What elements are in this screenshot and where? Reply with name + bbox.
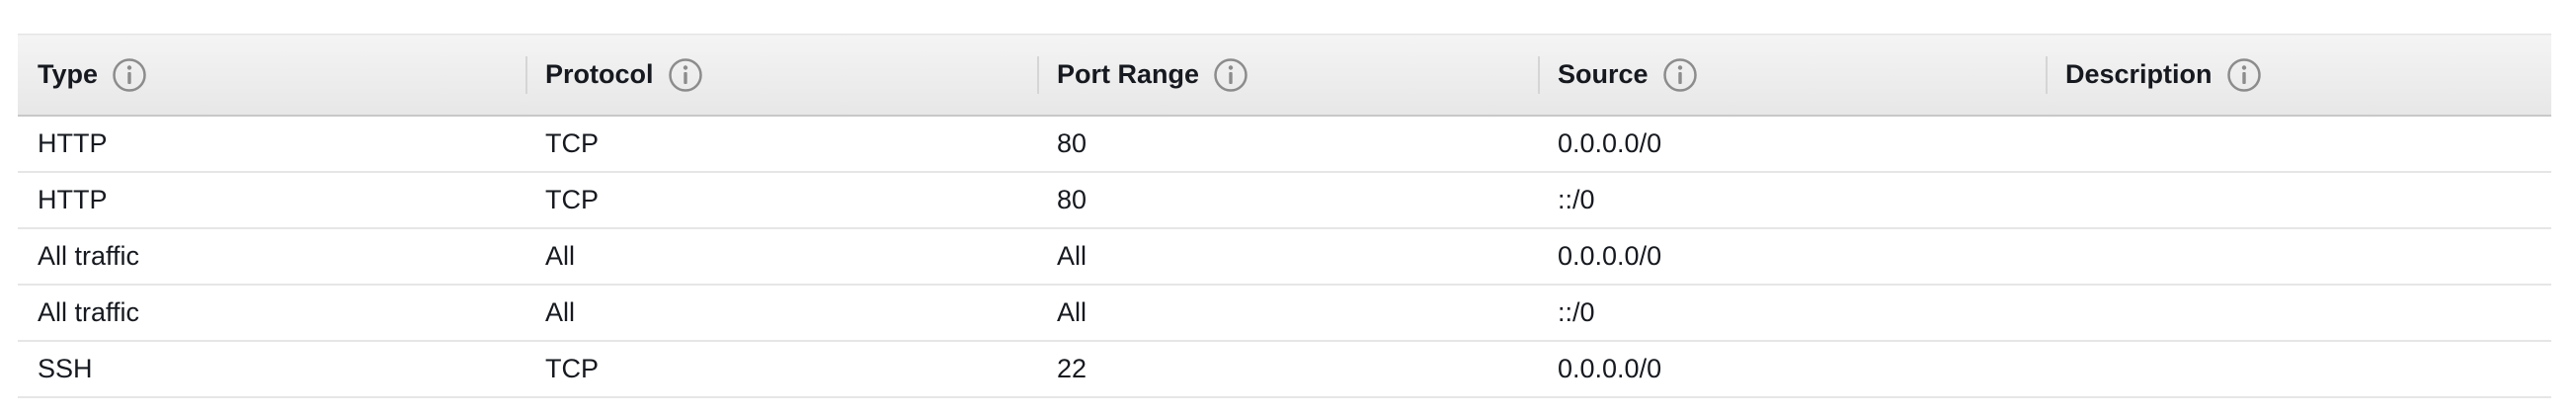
header-row: Type Protocol Port Range <box>18 34 2551 117</box>
cell-description <box>2046 116 2551 173</box>
cell-source: 0.0.0.0/0 <box>1538 116 2046 173</box>
table-header: Type Protocol Port Range <box>18 34 2551 117</box>
info-icon[interactable] <box>2226 57 2262 93</box>
cell-description <box>2046 341 2551 398</box>
cell-port-range: 22 <box>1037 341 1538 398</box>
cell-source: 0.0.0.0/0 <box>1538 341 2046 398</box>
cell-description <box>2046 285 2551 342</box>
column-header-label: Port Range <box>1057 59 1200 89</box>
info-icon[interactable] <box>1213 57 1248 93</box>
cell-source: 0.0.0.0/0 <box>1538 228 2046 286</box>
column-header-description[interactable]: Description <box>2046 34 2551 117</box>
column-header-label: Source <box>1558 59 1649 89</box>
table-row: SSH TCP 22 0.0.0.0/0 <box>18 341 2551 398</box>
cell-port-range: 80 <box>1037 116 1538 173</box>
column-header-label: Type <box>38 59 99 89</box>
column-header-port-range[interactable]: Port Range <box>1037 34 1538 117</box>
column-header-label: Protocol <box>545 59 654 89</box>
cell-protocol: All <box>525 285 1037 342</box>
table-row: HTTP TCP 80 ::/0 <box>18 172 2551 229</box>
cell-type: All traffic <box>18 228 525 286</box>
info-icon[interactable] <box>668 57 703 93</box>
column-header-label: Description <box>2065 59 2213 89</box>
table-row: All traffic All All ::/0 <box>18 285 2551 342</box>
cell-source: ::/0 <box>1538 285 2046 342</box>
cell-port-range: 80 <box>1037 172 1538 229</box>
cell-protocol: TCP <box>525 116 1037 173</box>
cell-type: HTTP <box>18 172 525 229</box>
cell-type: HTTP <box>18 116 525 173</box>
column-divider[interactable] <box>1538 56 1540 94</box>
cell-description <box>2046 228 2551 286</box>
table-row: All traffic All All 0.0.0.0/0 <box>18 228 2551 286</box>
column-divider[interactable] <box>2046 56 2048 94</box>
column-header-type[interactable]: Type <box>18 34 525 117</box>
table-row: HTTP TCP 80 0.0.0.0/0 <box>18 116 2551 173</box>
cell-protocol: All <box>525 228 1037 286</box>
column-header-protocol[interactable]: Protocol <box>525 34 1037 117</box>
column-divider[interactable] <box>1037 56 1039 94</box>
cell-port-range: All <box>1037 228 1538 286</box>
info-icon[interactable] <box>112 57 147 93</box>
column-header-source[interactable]: Source <box>1538 34 2046 117</box>
table-body: HTTP TCP 80 0.0.0.0/0 HTTP TCP 80 ::/0 A… <box>18 116 2551 398</box>
cell-source: ::/0 <box>1538 172 2046 229</box>
cell-port-range: All <box>1037 285 1538 342</box>
cell-description <box>2046 172 2551 229</box>
cell-type: SSH <box>18 341 525 398</box>
cell-type: All traffic <box>18 285 525 342</box>
inbound-rules-table: Type Protocol Port Range <box>18 34 2551 398</box>
cell-protocol: TCP <box>525 172 1037 229</box>
cell-protocol: TCP <box>525 341 1037 398</box>
column-divider[interactable] <box>525 56 527 94</box>
info-icon[interactable] <box>1662 57 1698 93</box>
